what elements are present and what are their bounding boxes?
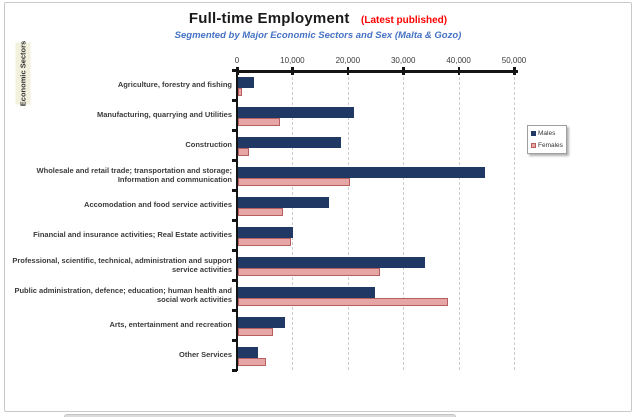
x-tick-label: 30,000 <box>390 56 416 65</box>
chart-title: Full-time Employment <box>188 10 350 27</box>
category-label: Arts, entertainment and recreation <box>109 320 232 330</box>
bar-females <box>238 298 448 306</box>
legend: Males Females <box>527 125 567 154</box>
bar-females <box>238 178 351 186</box>
females-swatch-icon <box>531 143 536 148</box>
category-label: Accomodation and food service activities <box>84 200 232 210</box>
category-label: Wholesale and retail trade; transportati… <box>36 165 232 185</box>
category-label: Manufacturing, quarrying and Utilities <box>96 110 232 120</box>
chart-subtitle: Segmented by Major Economic Sectors and … <box>174 30 462 41</box>
category-label: Financial and insurance activities; Real… <box>33 230 232 240</box>
bar-males <box>238 167 485 178</box>
category-label: Construction <box>185 140 232 150</box>
y-tick-mark <box>231 99 237 102</box>
bar-females <box>238 328 274 336</box>
legend-label-females: Females <box>538 142 563 149</box>
males-swatch-icon <box>531 131 536 136</box>
gridline <box>347 72 349 370</box>
bar-females <box>238 148 250 156</box>
y-tick-mark <box>231 309 237 312</box>
bar-males <box>238 257 425 268</box>
y-tick-mark <box>231 249 237 252</box>
bar-males <box>238 227 293 238</box>
legend-item-females: Females <box>531 142 563 149</box>
y-tick-mark <box>231 129 237 132</box>
x-tick-label: 20,000 <box>335 56 361 65</box>
legend-item-males: Males <box>531 130 563 137</box>
bar-females <box>238 268 381 276</box>
gridline <box>292 72 294 370</box>
x-tick-label: 0 <box>234 56 240 65</box>
next-object-partial-edge <box>64 414 456 417</box>
x-tick-label: 50,000 <box>501 56 527 65</box>
bar-males <box>238 107 355 118</box>
bar-females <box>238 238 292 246</box>
bar-females <box>238 358 267 366</box>
x-axis-line <box>235 70 518 73</box>
gridline <box>514 72 515 370</box>
bar-males <box>238 137 342 148</box>
bar-males <box>238 287 376 298</box>
bar-males <box>238 347 259 358</box>
y-tick-mark <box>231 339 237 342</box>
bar-males <box>238 197 329 208</box>
x-tick-label: 10,000 <box>280 56 305 65</box>
category-label: Professional, scientific, technical, adm… <box>12 255 232 275</box>
y-tick-mark <box>231 369 237 372</box>
chart-title-annotation: (Latest published) <box>361 15 448 26</box>
category-label: Agriculture, forestry and fishing <box>117 80 232 90</box>
bar-females <box>238 118 280 126</box>
y-axis-line <box>235 70 238 371</box>
chart-title-row: Full-time Employment (Latest published) <box>0 10 636 28</box>
y-tick-mark <box>231 219 237 222</box>
category-label: Other Services <box>179 350 232 360</box>
x-tick-label: 40,000 <box>446 56 471 65</box>
y-tick-mark <box>231 279 237 282</box>
bar-males <box>238 317 285 328</box>
y-tick-mark <box>231 189 237 192</box>
gridline <box>403 72 405 370</box>
y-tick-mark <box>231 159 237 162</box>
gridline <box>458 72 460 370</box>
bar-females <box>238 208 284 216</box>
bar-females <box>238 88 242 96</box>
category-label: Public administration, defence; educatio… <box>14 285 232 305</box>
y-tick-mark <box>231 69 237 72</box>
legend-label-males: Males <box>538 130 556 137</box>
bar-males <box>238 77 254 88</box>
